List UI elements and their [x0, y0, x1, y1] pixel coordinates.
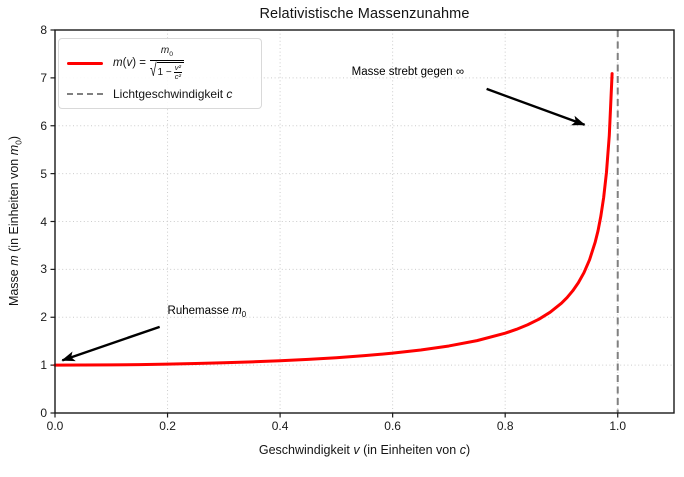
x-axis-label: Geschwindigkeit v (in Einheiten von c): [258, 443, 471, 457]
dashed-line-swatch: [67, 93, 103, 96]
legend-box: m(v) = m0 √ 1 − v² c² Lichtgeschwindigkeit …: [58, 38, 262, 110]
mass-curve: [53, 72, 614, 367]
mass-formula: m(v) = m0 √ 1 − v² c²: [113, 45, 184, 81]
gridlines: [55, 30, 674, 413]
axes-spines: [54, 29, 675, 414]
radical-sign: √: [149, 59, 157, 81]
chart-title: Relativistische Massenzunahme: [259, 6, 470, 22]
annotation-text-0: Masse strebt gegen ∞: [351, 66, 465, 79]
annotation-arrows: [61, 87, 586, 362]
red-line-swatch: [67, 61, 103, 65]
legend-entry-mass-formula: m(v) = m0 √ 1 − v² c²: [67, 45, 253, 81]
annotation-text-1: Ruhemasse m0: [167, 304, 247, 319]
y-axis-label: Masse m (in Einheiten von m0): [6, 135, 24, 307]
legend-entry-speed-of-light: Lichtgeschwindigkeit c: [67, 87, 253, 101]
